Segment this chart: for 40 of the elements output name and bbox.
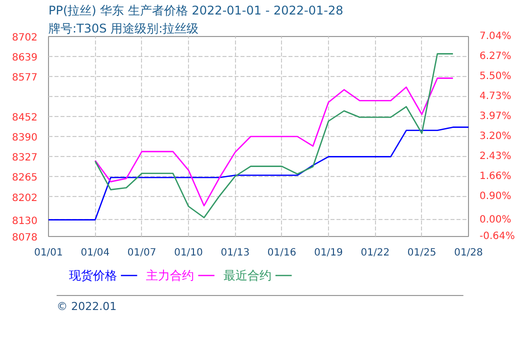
x-tick-label: 01/07 (127, 248, 156, 258)
x-tick-label: 01/16 (267, 248, 296, 258)
line-series (94, 53, 454, 218)
legend-label: 主力合约 (146, 268, 194, 282)
y2-tick-label: -0.64% (480, 231, 515, 242)
y2-tick-label: 6.27% (480, 51, 512, 62)
y-tick-label: 8202 (12, 192, 38, 204)
line-series (48, 126, 468, 220)
text: © 2022.01 (56, 300, 117, 313)
y-tick-label: 8078 (12, 232, 38, 244)
y2-tick-label: 4.73% (480, 91, 512, 102)
x-tick-label: 01/22 (360, 248, 390, 258)
x-tick-label: 01/10 (174, 248, 203, 258)
y2-tick-label: 3.20% (480, 131, 512, 142)
y2-tick-label: 0.00% (480, 214, 512, 226)
y-tick-label: 8130 (12, 216, 38, 227)
legend-label: 最近合约 (223, 268, 272, 282)
x-tick-label: 01/28 (454, 248, 483, 258)
x-tick-label: 01/13 (220, 248, 250, 258)
y-tick-label: 8702 (12, 32, 38, 44)
x-tick-label: 01/01 (34, 248, 63, 258)
y2-tick-label: 5.50% (480, 71, 512, 82)
chart-title: PP(拉丝) 华东 生产者价格 2022-01-01 - 2022-01-28 (48, 4, 344, 18)
y2-tick-label: 0.90% (480, 190, 512, 202)
chart-subtitle: 牌号:T30S 用途级别:拉丝级 (48, 22, 199, 36)
y-tick-label: 8452 (12, 112, 38, 124)
y2-tick-label: 3.97% (480, 110, 512, 122)
x-tick-label: 01/19 (314, 248, 343, 258)
y-tick-label: 8390 (12, 132, 38, 144)
y2-tick-label: 7.04% (480, 31, 512, 42)
y-tick-label: 8639 (12, 52, 38, 64)
y-tick-label: 8265 (12, 172, 38, 184)
y-tick-label: 8327 (12, 152, 38, 164)
line-series (94, 78, 454, 206)
y2-tick-label: 1.66% (480, 171, 512, 182)
x-tick-label: 01/04 (80, 248, 110, 258)
y-tick-label: 8577 (12, 72, 38, 84)
x-tick-label: 01/25 (407, 248, 436, 258)
y2-tick-label: 2.43% (480, 151, 512, 162)
legend-label: 现货价格 (68, 268, 117, 282)
